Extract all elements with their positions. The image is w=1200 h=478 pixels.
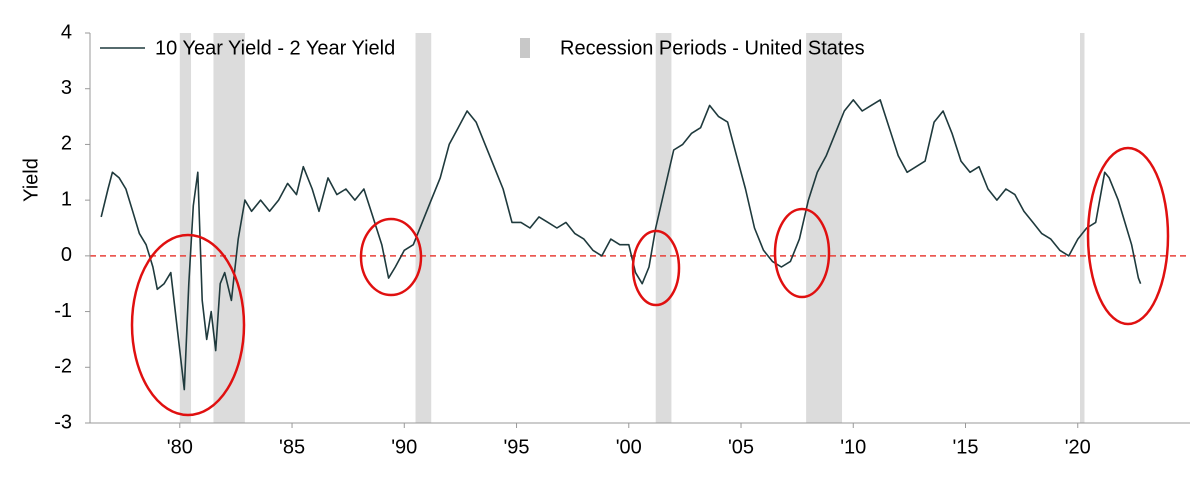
legend-swatch bbox=[520, 38, 530, 58]
y-tick-label: 4 bbox=[61, 21, 72, 43]
annotation-circles bbox=[130, 146, 1170, 417]
y-tick-label: -3 bbox=[54, 411, 72, 433]
y-axis-label: Yield bbox=[20, 158, 42, 202]
highlight-circle bbox=[773, 207, 831, 299]
x-tick-label: '80 bbox=[167, 436, 193, 458]
legend-label: 10 Year Yield - 2 Year Yield bbox=[155, 37, 395, 59]
data-line bbox=[100, 99, 1142, 391]
recession-band bbox=[1080, 33, 1085, 423]
y-tick-label: 2 bbox=[61, 133, 72, 155]
highlight-circle bbox=[631, 229, 681, 307]
highlight-circle bbox=[359, 217, 423, 297]
y-tick-label: 0 bbox=[61, 244, 72, 266]
x-tick-label: '05 bbox=[728, 436, 754, 458]
x-tick-label: '85 bbox=[279, 436, 305, 458]
plot-foreground bbox=[100, 99, 1142, 391]
legend: 10 Year Yield - 2 Year Yield Recession Pe… bbox=[100, 37, 865, 59]
recession-band bbox=[655, 33, 672, 423]
x-tick-label: '90 bbox=[391, 436, 417, 458]
y-tick-label: 1 bbox=[61, 188, 72, 210]
recession-band bbox=[415, 33, 432, 423]
plot-background bbox=[90, 33, 1190, 423]
legend-label: Recession Periods - United States bbox=[560, 37, 865, 59]
highlight-circle bbox=[1086, 146, 1170, 326]
highlight-circle bbox=[130, 233, 246, 417]
y-tick-label: -2 bbox=[54, 356, 72, 378]
x-tick-label: '95 bbox=[503, 436, 529, 458]
x-tick-label: '20 bbox=[1065, 436, 1091, 458]
y-tick-label: -1 bbox=[54, 300, 72, 322]
y-tick-label: 3 bbox=[61, 77, 72, 99]
x-tick-label: '10 bbox=[840, 436, 866, 458]
recession-band bbox=[179, 33, 192, 423]
x-tick-label: '15 bbox=[952, 436, 978, 458]
x-tick-label: '00 bbox=[616, 436, 642, 458]
